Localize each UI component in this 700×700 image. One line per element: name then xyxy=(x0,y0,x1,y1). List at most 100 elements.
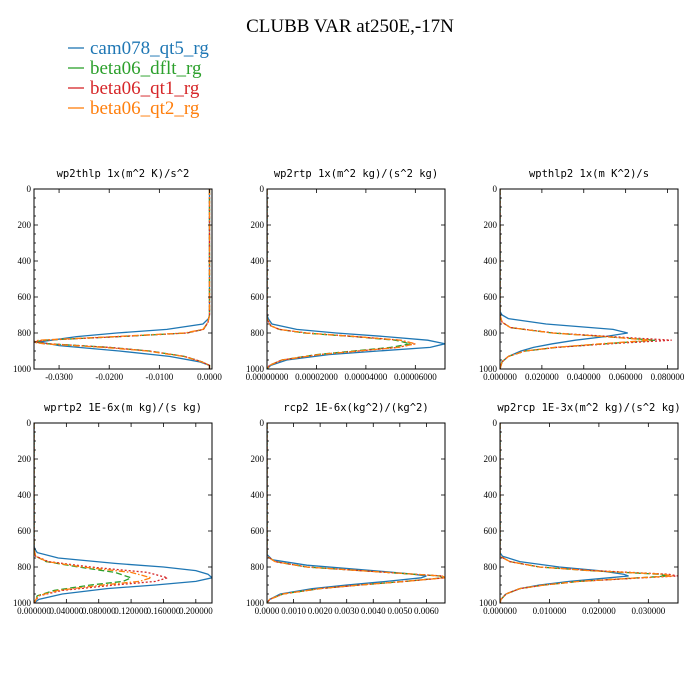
y-tick-label: 200 xyxy=(251,220,265,230)
y-tick-label: 0 xyxy=(27,418,32,428)
series-line-beta06_qt1_rg xyxy=(34,423,170,603)
plot-frame xyxy=(266,188,446,370)
y-tick-label: 1000 xyxy=(246,598,265,608)
series-group xyxy=(500,189,672,369)
y-tick-label: 800 xyxy=(251,562,265,572)
y-tick-label: 400 xyxy=(251,256,265,266)
x-tick-label: 0.0000 xyxy=(255,606,280,616)
y-tick-label: 1000 xyxy=(479,598,498,608)
x-tick-label: 0.020000 xyxy=(582,606,616,616)
y-tick-label: 400 xyxy=(18,490,32,500)
plot-frame xyxy=(266,422,446,604)
legend-label-beta06_dflt_rg: beta06_dflt_rg xyxy=(90,58,202,79)
y-tick-label: 600 xyxy=(484,526,498,536)
y-tick-label: 600 xyxy=(251,526,265,536)
series-group xyxy=(34,189,211,369)
y-tick-label: 200 xyxy=(484,454,498,464)
x-tick-label: 0.0040 xyxy=(361,606,386,616)
y-tick-label: 600 xyxy=(484,292,498,302)
x-tick-label: 0.000000 xyxy=(483,372,517,382)
panel-title: wp2thlp 1x(m^2 K)/s^2 xyxy=(57,168,190,180)
x-tick-label: 0.00002000 xyxy=(295,372,338,382)
x-tick-label: -0.0100 xyxy=(145,372,173,382)
series-line-beta06_qt1_rg xyxy=(500,423,678,603)
x-tick-label: 0.040000 xyxy=(567,372,601,382)
x-tick-label: 0.000000 xyxy=(17,606,51,616)
panel-title: wp2rcp 1E-3x(m^2 kg)/(s^2 kg) xyxy=(497,402,680,414)
x-tick-label: 0.000000 xyxy=(483,606,517,616)
series-line-beta06_dflt_rg xyxy=(267,423,445,603)
plot-frame xyxy=(33,422,213,604)
series-line-beta06_qt2_rg xyxy=(500,423,674,603)
legend-label-beta06_qt2_rg: beta06_qt2_rg xyxy=(90,98,200,119)
panel-title: wp2rtp 1x(m^2 kg)/(s^2 kg) xyxy=(274,168,438,180)
figure-title: CLUBB VAR at250E,-17N xyxy=(246,16,454,37)
y-tick-label: 1000 xyxy=(479,364,498,374)
y-tick-label: 1000 xyxy=(13,598,32,608)
y-tick-label: 0 xyxy=(260,184,265,194)
panel-title: wprtp2 1E-6x(m kg)/(s kg) xyxy=(44,402,202,414)
panel-2: wp2rtp 1x(m^2 kg)/(s^2 kg) 0 200 400 600 800 1… xyxy=(246,168,446,382)
series-line-beta06_qt2_rg xyxy=(500,189,651,369)
series-line-beta06_dflt_rg xyxy=(267,189,411,369)
series-group xyxy=(267,189,445,369)
series-line-beta06_dflt_rg xyxy=(34,189,211,369)
panel-1: wp2thlp 1x(m^2 K)/s^2 0 200 400 600 800 1000 -0… xyxy=(13,168,222,382)
x-tick-label: 0.020000 xyxy=(525,372,559,382)
plot-frame xyxy=(499,422,679,604)
panel-6: wp2rcp 1E-3x(m^2 kg)/(s^2 kg) 0 200 400 600 8… xyxy=(479,402,681,616)
series-line-cam078_qt5_rg xyxy=(500,189,628,369)
series-line-cam078_qt5_rg xyxy=(267,189,445,369)
y-tick-label: 200 xyxy=(251,454,265,464)
series-group xyxy=(500,423,678,603)
y-tick-label: 400 xyxy=(18,256,32,266)
series-line-beta06_qt2_rg xyxy=(34,189,211,369)
legend: cam078_qt5_rgbeta06_dflt_rgbeta06_qt1_rg… xyxy=(68,38,209,119)
series-group xyxy=(267,423,445,603)
series-line-beta06_dflt_rg xyxy=(500,423,669,603)
series-line-beta06_qt2_rg xyxy=(267,189,416,369)
series-line-beta06_qt1_rg xyxy=(267,423,445,603)
legend-label-cam078_qt5_rg: cam078_qt5_rg xyxy=(90,38,209,59)
y-tick-label: 400 xyxy=(484,256,498,266)
x-tick-label: 0.080000 xyxy=(651,372,685,382)
x-tick-label: 0.0050 xyxy=(387,606,412,616)
y-tick-label: 600 xyxy=(18,526,32,536)
y-tick-label: 1000 xyxy=(13,364,32,374)
plot-frame xyxy=(33,188,213,370)
x-tick-label: -0.0200 xyxy=(95,372,123,382)
x-tick-label: 0.0030 xyxy=(334,606,359,616)
series-line-beta06_qt2_rg xyxy=(34,423,154,603)
series-line-beta06_qt1_rg xyxy=(267,189,416,369)
panels-grid: wp2thlp 1x(m^2 K)/s^2 0 200 400 600 800 1000 -0… xyxy=(13,168,685,616)
panel-3: wpthlp2 1x(m K^2)/s 0 200 400 600 800 10000.00… xyxy=(479,168,685,382)
x-tick-label: 0.00006000 xyxy=(394,372,437,382)
x-tick-label: 0.120000 xyxy=(114,606,148,616)
y-tick-label: 1000 xyxy=(246,364,265,374)
x-tick-label: 0.0060 xyxy=(414,606,439,616)
y-tick-label: 600 xyxy=(251,292,265,302)
legend-label-beta06_qt1_rg: beta06_qt1_rg xyxy=(90,78,200,99)
panel-title: rcp2 1E-6x(kg^2)/(kg^2) xyxy=(283,402,428,414)
x-tick-label: -0.0300 xyxy=(45,372,73,382)
x-tick-label: 0.010000 xyxy=(533,606,567,616)
x-tick-label: 0.060000 xyxy=(609,372,643,382)
y-tick-label: 0 xyxy=(27,184,32,194)
series-line-cam078_qt5_rg xyxy=(34,423,212,603)
y-tick-label: 0 xyxy=(493,418,498,428)
y-tick-label: 400 xyxy=(484,490,498,500)
y-tick-label: 400 xyxy=(251,490,265,500)
y-tick-label: 0 xyxy=(493,184,498,194)
x-tick-label: 0.040000 xyxy=(49,606,83,616)
panel-title: wpthlp2 1x(m K^2)/s xyxy=(529,168,649,180)
y-tick-label: 200 xyxy=(484,220,498,230)
panel-4: wprtp2 1E-6x(m kg)/(s kg) 0 200 400 600 800 10… xyxy=(13,402,213,616)
panel-5: rcp2 1E-6x(kg^2)/(kg^2) 0 200 400 600 800 1000… xyxy=(246,402,446,616)
series-group xyxy=(34,423,212,603)
x-tick-label: 0.0020 xyxy=(308,606,333,616)
x-tick-label: 0.00004000 xyxy=(345,372,388,382)
series-line-beta06_dflt_rg xyxy=(34,423,133,603)
x-tick-label: 0.0000 xyxy=(197,372,222,382)
x-tick-label: 0.0010 xyxy=(281,606,306,616)
